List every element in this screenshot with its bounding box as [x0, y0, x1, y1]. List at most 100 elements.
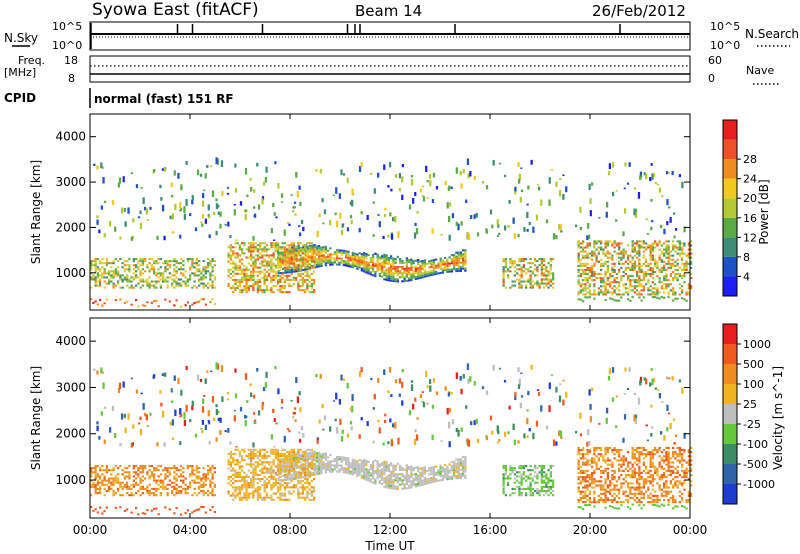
power-cell [647, 293, 650, 296]
power-cell [268, 260, 271, 263]
velocity-cell [274, 465, 277, 468]
velocity-cell [525, 487, 528, 490]
velocity-cell [292, 471, 295, 474]
velocity-cell [457, 460, 460, 463]
velocity-cell [227, 475, 230, 478]
velocity-cell [577, 453, 580, 456]
power-cell [459, 265, 462, 268]
power-cell [367, 254, 370, 257]
power-cell [558, 189, 562, 197]
power-cell [186, 280, 189, 283]
velocity-cell [369, 472, 372, 475]
power-cell [600, 240, 603, 243]
power-cell [633, 260, 636, 263]
power-cell [173, 260, 176, 263]
power-cell [238, 289, 241, 292]
power-cell [613, 279, 616, 282]
power-cell [577, 256, 580, 259]
power-cell [358, 166, 362, 172]
power-cell [435, 264, 438, 267]
power-cell [301, 289, 304, 292]
power-cell [341, 223, 344, 228]
velocity-cell [540, 479, 543, 482]
velocity-cell [401, 481, 404, 484]
power-cell [213, 211, 216, 215]
velocity-cell [595, 446, 598, 450]
power-cell [387, 234, 390, 238]
velocity-cell [383, 481, 386, 484]
power-cell [201, 223, 204, 227]
power-cell [645, 283, 648, 286]
power-cell [604, 273, 607, 276]
power-cell [299, 248, 302, 251]
power-cell [540, 274, 543, 277]
power-cell [159, 266, 162, 269]
power-cell [665, 279, 668, 282]
velocity-cell [412, 481, 415, 484]
power-cell [676, 258, 679, 261]
power-cell [520, 260, 523, 263]
power-cell [94, 270, 97, 273]
power-cell [367, 264, 370, 267]
velocity-cell [306, 492, 309, 495]
power-cell [270, 276, 273, 279]
power-cell [401, 163, 404, 168]
velocity-cell [464, 470, 467, 473]
power-cell [372, 255, 375, 258]
velocity-cell [511, 467, 514, 470]
velocity-cell [198, 481, 201, 484]
velocity-cell [586, 476, 589, 479]
power-cell [286, 266, 289, 269]
velocity-cell [234, 490, 237, 493]
velocity-cell [263, 467, 266, 470]
power-cell [674, 260, 677, 263]
velocity-cell [374, 480, 377, 483]
power-cell [156, 235, 159, 240]
power-cell [683, 273, 686, 276]
power-cell [297, 283, 300, 286]
velocity-cell [588, 484, 591, 487]
velocity-cell [99, 489, 102, 493]
velocity-cell [446, 476, 449, 479]
velocity-cell [283, 488, 286, 491]
power-cell [324, 264, 327, 267]
power-cell [252, 287, 255, 290]
velocity-cell [279, 492, 282, 495]
power-cell [137, 260, 140, 263]
power-cell [414, 259, 417, 262]
power-cell [336, 251, 339, 254]
power-cell [159, 284, 162, 287]
power-cell [636, 279, 639, 282]
velocity-cell [186, 464, 189, 468]
power-cell [283, 262, 286, 265]
velocity-cell [126, 475, 129, 478]
power-cell [195, 268, 198, 271]
velocity-cell [320, 467, 323, 470]
velocity-cell [324, 469, 327, 472]
power-cell [622, 252, 625, 255]
power-cell [263, 291, 266, 294]
power-cell [191, 262, 194, 265]
power-cell [274, 246, 277, 249]
velocity-cell [236, 473, 239, 476]
power-cell [329, 253, 332, 256]
power-cell [184, 270, 187, 273]
velocity-cell [502, 492, 505, 495]
velocity-cell [310, 467, 313, 470]
power-cell [462, 168, 465, 174]
velocity-cell [527, 485, 530, 488]
power-cell [159, 278, 162, 281]
velocity-cell [390, 464, 393, 467]
velocity-cell [315, 470, 318, 474]
velocity-cell [394, 466, 397, 469]
power-cell [279, 248, 282, 251]
power-cell [300, 251, 303, 254]
power-cell [157, 262, 160, 265]
power-cell [277, 252, 280, 255]
power-cell [376, 263, 379, 266]
power-cell [376, 269, 379, 272]
power-cell [609, 252, 612, 255]
power-cell [250, 285, 253, 288]
power-cell [234, 246, 237, 249]
power-cell [164, 280, 167, 283]
